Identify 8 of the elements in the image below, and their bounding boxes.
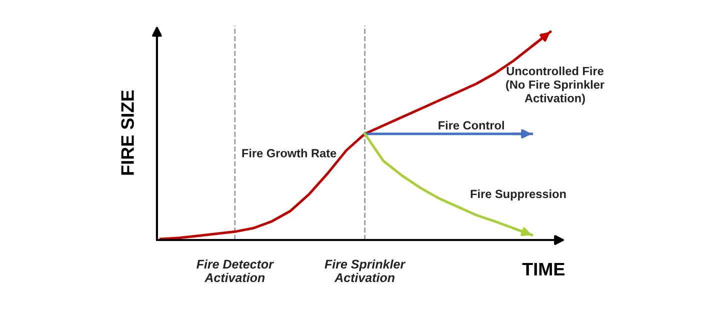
series-label: Fire Growth Rate	[242, 148, 336, 158]
y-axis-title: FIRE SIZE	[121, 90, 134, 175]
x-tick-label: Fire Detector Activation	[196, 259, 274, 282]
series-label: Fire Suppression	[470, 189, 566, 200]
x-tick-label: Fire Sprinkler Activation	[324, 259, 406, 282]
annotation: Uncontrolled Fire (No Fire Sprinkler Activation)	[506, 66, 604, 105]
x-axis-title: TIME	[522, 263, 564, 276]
series-label: Fire Control	[438, 120, 504, 130]
